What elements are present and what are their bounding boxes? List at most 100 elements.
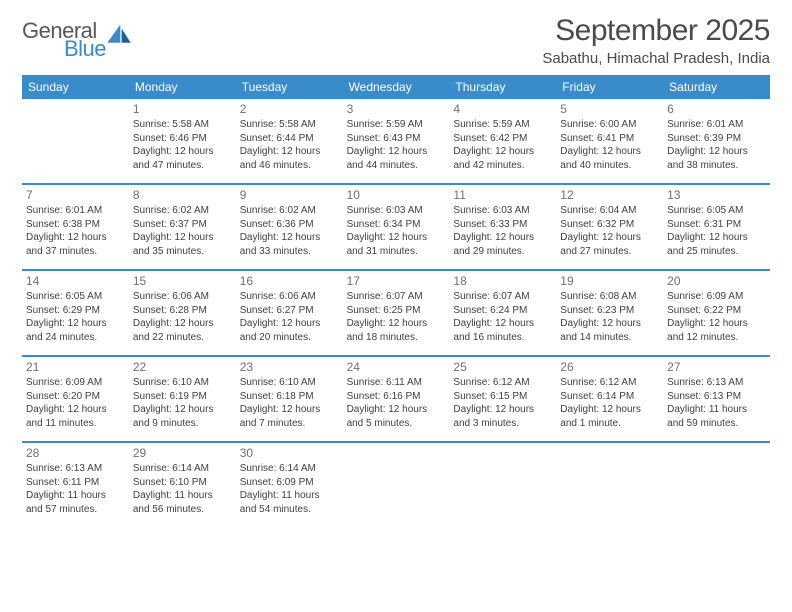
sunrise-line: Sunrise: 6:06 AM (240, 290, 339, 304)
week-row: 28Sunrise: 6:13 AMSunset: 6:11 PMDayligh… (22, 443, 770, 527)
sunrise-line: Sunrise: 6:10 AM (240, 376, 339, 390)
sunrise-line: Sunrise: 6:04 AM (560, 204, 659, 218)
sunset-line: Sunset: 6:37 PM (133, 218, 232, 232)
day-number: 14 (26, 273, 125, 289)
day-cell: 26Sunrise: 6:12 AMSunset: 6:14 PMDayligh… (556, 357, 663, 441)
sunrise-line: Sunrise: 6:11 AM (347, 376, 446, 390)
sunset-line: Sunset: 6:24 PM (453, 304, 552, 318)
daylight-line: Daylight: 12 hours and 22 minutes. (133, 317, 232, 344)
day-cell: 16Sunrise: 6:06 AMSunset: 6:27 PMDayligh… (236, 271, 343, 355)
blank-cell (343, 443, 450, 527)
sunset-line: Sunset: 6:32 PM (560, 218, 659, 232)
day-number: 28 (26, 445, 125, 461)
dow-friday: Friday (556, 75, 663, 99)
day-number: 23 (240, 359, 339, 375)
daylight-line: Daylight: 12 hours and 46 minutes. (240, 145, 339, 172)
sunset-line: Sunset: 6:14 PM (560, 390, 659, 404)
day-cell: 6Sunrise: 6:01 AMSunset: 6:39 PMDaylight… (663, 99, 770, 183)
day-number: 18 (453, 273, 552, 289)
day-cell: 15Sunrise: 6:06 AMSunset: 6:28 PMDayligh… (129, 271, 236, 355)
sunrise-line: Sunrise: 6:08 AM (560, 290, 659, 304)
brand-text: General Blue (22, 20, 106, 60)
daylight-line: Daylight: 12 hours and 38 minutes. (667, 145, 766, 172)
daylight-line: Daylight: 12 hours and 20 minutes. (240, 317, 339, 344)
day-number: 3 (347, 101, 446, 117)
day-cell: 28Sunrise: 6:13 AMSunset: 6:11 PMDayligh… (22, 443, 129, 527)
daylight-line: Daylight: 11 hours and 57 minutes. (26, 489, 125, 516)
weeks-container: 1Sunrise: 5:58 AMSunset: 6:46 PMDaylight… (22, 99, 770, 527)
day-cell: 1Sunrise: 5:58 AMSunset: 6:46 PMDaylight… (129, 99, 236, 183)
dow-saturday: Saturday (663, 75, 770, 99)
sunset-line: Sunset: 6:22 PM (667, 304, 766, 318)
day-number: 20 (667, 273, 766, 289)
day-cell: 30Sunrise: 6:14 AMSunset: 6:09 PMDayligh… (236, 443, 343, 527)
day-number: 1 (133, 101, 232, 117)
day-cell: 22Sunrise: 6:10 AMSunset: 6:19 PMDayligh… (129, 357, 236, 441)
sunrise-line: Sunrise: 5:59 AM (453, 118, 552, 132)
daylight-line: Daylight: 12 hours and 9 minutes. (133, 403, 232, 430)
sunset-line: Sunset: 6:39 PM (667, 132, 766, 146)
sunrise-line: Sunrise: 6:03 AM (347, 204, 446, 218)
day-cell: 12Sunrise: 6:04 AMSunset: 6:32 PMDayligh… (556, 185, 663, 269)
sunset-line: Sunset: 6:20 PM (26, 390, 125, 404)
sunrise-line: Sunrise: 6:09 AM (667, 290, 766, 304)
daylight-line: Daylight: 12 hours and 47 minutes. (133, 145, 232, 172)
sunset-line: Sunset: 6:13 PM (667, 390, 766, 404)
day-cell: 29Sunrise: 6:14 AMSunset: 6:10 PMDayligh… (129, 443, 236, 527)
sunset-line: Sunset: 6:41 PM (560, 132, 659, 146)
daylight-line: Daylight: 12 hours and 12 minutes. (667, 317, 766, 344)
sunrise-line: Sunrise: 6:14 AM (133, 462, 232, 476)
day-number: 10 (347, 187, 446, 203)
sunrise-line: Sunrise: 6:12 AM (560, 376, 659, 390)
sunset-line: Sunset: 6:23 PM (560, 304, 659, 318)
daylight-line: Daylight: 12 hours and 27 minutes. (560, 231, 659, 258)
blank-cell (22, 99, 129, 183)
sunrise-line: Sunrise: 6:05 AM (26, 290, 125, 304)
daylight-line: Daylight: 12 hours and 24 minutes. (26, 317, 125, 344)
sunset-line: Sunset: 6:15 PM (453, 390, 552, 404)
sunrise-line: Sunrise: 6:02 AM (133, 204, 232, 218)
sunrise-line: Sunrise: 6:05 AM (667, 204, 766, 218)
daylight-line: Daylight: 12 hours and 35 minutes. (133, 231, 232, 258)
sunset-line: Sunset: 6:19 PM (133, 390, 232, 404)
sunrise-line: Sunrise: 6:13 AM (26, 462, 125, 476)
sunrise-line: Sunrise: 6:12 AM (453, 376, 552, 390)
day-cell: 7Sunrise: 6:01 AMSunset: 6:38 PMDaylight… (22, 185, 129, 269)
sunset-line: Sunset: 6:31 PM (667, 218, 766, 232)
week-row: 14Sunrise: 6:05 AMSunset: 6:29 PMDayligh… (22, 271, 770, 357)
sunrise-line: Sunrise: 6:06 AM (133, 290, 232, 304)
dow-monday: Monday (129, 75, 236, 99)
sunset-line: Sunset: 6:27 PM (240, 304, 339, 318)
blank-cell (663, 443, 770, 527)
dow-sunday: Sunday (22, 75, 129, 99)
day-number: 21 (26, 359, 125, 375)
sunrise-line: Sunrise: 6:07 AM (347, 290, 446, 304)
daylight-line: Daylight: 12 hours and 25 minutes. (667, 231, 766, 258)
calendar-page: General Blue September 2025 Sabathu, Him… (0, 0, 792, 612)
sunset-line: Sunset: 6:36 PM (240, 218, 339, 232)
day-cell: 13Sunrise: 6:05 AMSunset: 6:31 PMDayligh… (663, 185, 770, 269)
daylight-line: Daylight: 12 hours and 37 minutes. (26, 231, 125, 258)
day-cell: 3Sunrise: 5:59 AMSunset: 6:43 PMDaylight… (343, 99, 450, 183)
day-of-week-header: Sunday Monday Tuesday Wednesday Thursday… (22, 75, 770, 99)
day-number: 16 (240, 273, 339, 289)
day-cell: 10Sunrise: 6:03 AMSunset: 6:34 PMDayligh… (343, 185, 450, 269)
day-cell: 11Sunrise: 6:03 AMSunset: 6:33 PMDayligh… (449, 185, 556, 269)
header-row: General Blue September 2025 Sabathu, Him… (22, 14, 770, 67)
day-number: 19 (560, 273, 659, 289)
day-number: 6 (667, 101, 766, 117)
day-cell: 25Sunrise: 6:12 AMSunset: 6:15 PMDayligh… (449, 357, 556, 441)
daylight-line: Daylight: 12 hours and 42 minutes. (453, 145, 552, 172)
daylight-line: Daylight: 12 hours and 33 minutes. (240, 231, 339, 258)
daylight-line: Daylight: 12 hours and 11 minutes. (26, 403, 125, 430)
day-number: 11 (453, 187, 552, 203)
sunrise-line: Sunrise: 5:58 AM (133, 118, 232, 132)
brand-logo: General Blue (22, 14, 132, 60)
sunset-line: Sunset: 6:44 PM (240, 132, 339, 146)
sunset-line: Sunset: 6:46 PM (133, 132, 232, 146)
day-number: 29 (133, 445, 232, 461)
sunrise-line: Sunrise: 6:01 AM (26, 204, 125, 218)
daylight-line: Daylight: 12 hours and 1 minute. (560, 403, 659, 430)
day-cell: 27Sunrise: 6:13 AMSunset: 6:13 PMDayligh… (663, 357, 770, 441)
day-cell: 21Sunrise: 6:09 AMSunset: 6:20 PMDayligh… (22, 357, 129, 441)
